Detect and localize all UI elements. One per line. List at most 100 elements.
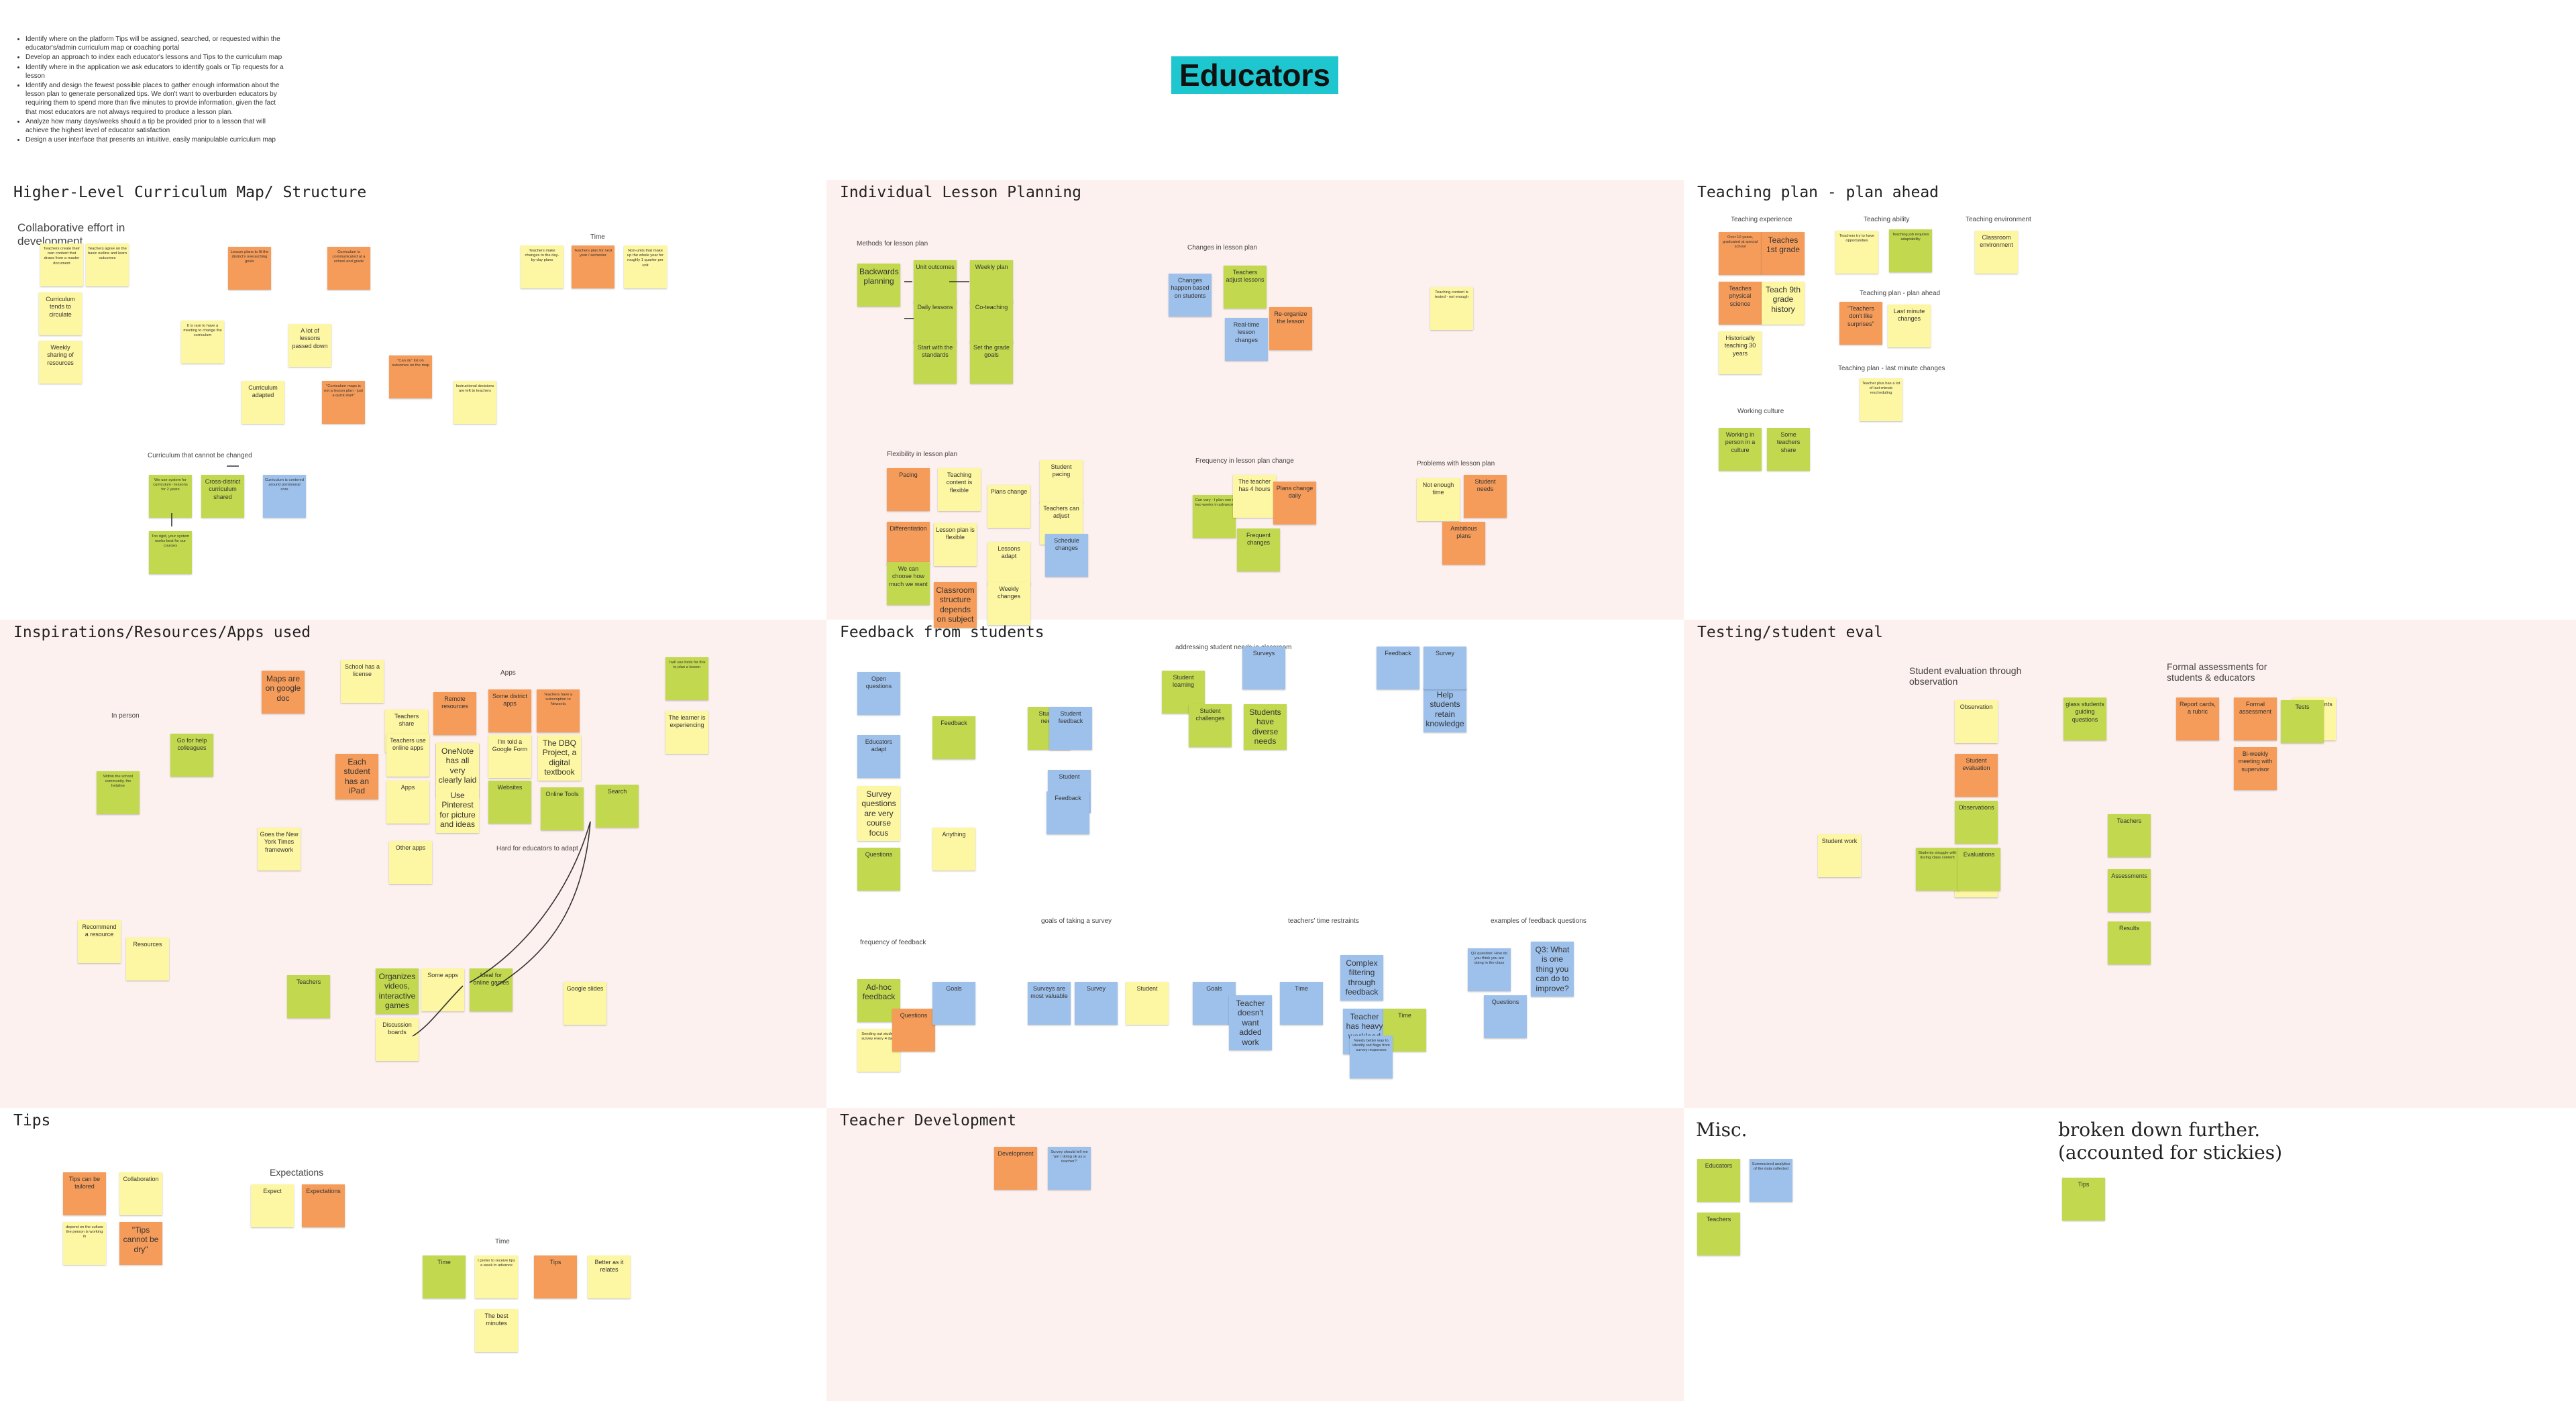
sticky-note[interactable]: Bi-weekly meeting with supervisor xyxy=(2234,747,2277,790)
sticky-note[interactable]: Classroom environment xyxy=(1975,231,2018,274)
sticky-note[interactable]: Re-organize the lesson xyxy=(1269,307,1312,350)
sticky-note[interactable]: Curriculum is centered around provisiona… xyxy=(263,475,306,518)
cluster-label[interactable]: Frequency in lesson plan change xyxy=(1195,457,1294,465)
sticky-note[interactable]: Online Tools xyxy=(541,787,584,830)
sticky-note[interactable]: Over 10 years, graduated at special scho… xyxy=(1719,232,1762,275)
sticky-note[interactable]: Teaches 1st grade xyxy=(1762,232,1805,275)
sticky-note[interactable]: Teachers have a subscription to Newsela xyxy=(537,689,580,732)
sticky-note[interactable]: Set the grade goals xyxy=(970,341,1013,384)
sticky-note[interactable]: Survey xyxy=(1424,647,1466,689)
sticky-note[interactable]: Organizes videos, interactive games xyxy=(376,968,419,1014)
sticky-note[interactable]: Questions xyxy=(1484,995,1527,1038)
sticky-note[interactable]: Formal assessment xyxy=(2234,697,2277,740)
sticky-note[interactable]: Student evaluation xyxy=(1955,754,1998,797)
sticky-note[interactable]: Each student has an iPad xyxy=(335,754,378,799)
sticky-note[interactable]: Lessons adapt xyxy=(987,542,1030,585)
sticky-note[interactable]: Student needs xyxy=(1464,475,1507,518)
sticky-note[interactable]: Some teachers share xyxy=(1767,428,1810,471)
sticky-note[interactable]: I will use tools for this to plan a less… xyxy=(665,657,708,700)
sticky-note[interactable]: Tips xyxy=(2062,1178,2105,1221)
sticky-note[interactable]: Teaching job requires adaptability xyxy=(1889,229,1932,272)
sticky-note[interactable]: Curriculum is communicated at a school a… xyxy=(327,247,370,290)
sticky-note[interactable]: Ideal for online games xyxy=(470,968,513,1011)
cluster-label[interactable]: addressing student needs in classroom xyxy=(1175,644,1292,651)
sticky-note[interactable]: Some district apps xyxy=(488,689,531,732)
section-testing-student-eval[interactable]: Testing/student eval Student evaluation … xyxy=(1684,620,2576,1108)
sticky-note[interactable]: The learner is experiencing xyxy=(665,711,708,754)
cluster-label[interactable]: Student evaluation through observation xyxy=(1909,665,2022,687)
sticky-note[interactable]: Last minute changes xyxy=(1888,304,1931,347)
sticky-note[interactable]: depend on the culture the person is work… xyxy=(63,1222,106,1265)
cluster-label[interactable]: Time xyxy=(590,233,605,241)
sticky-note[interactable]: Time xyxy=(423,1255,466,1298)
cluster-label[interactable]: Teaching plan - last minute changes xyxy=(1838,365,1945,372)
sticky-note[interactable]: Frequent changes xyxy=(1237,528,1280,571)
section-individual-lesson-planning[interactable]: Individual Lesson Planning Methods for l… xyxy=(826,180,1684,628)
sticky-note[interactable]: Feedback xyxy=(932,716,975,759)
sticky-note[interactable]: Too rigid, your system works best for ou… xyxy=(149,531,192,574)
sticky-note[interactable]: Some apps xyxy=(421,968,464,1011)
sticky-note[interactable]: Differentiation xyxy=(887,522,930,565)
sticky-note[interactable]: Real-time lesson changes xyxy=(1225,318,1268,361)
cluster-label[interactable]: Teaching ability xyxy=(1864,216,1910,223)
sticky-note[interactable]: Student xyxy=(1126,982,1169,1025)
sticky-note[interactable]: Teachers agree on the basic outline and … xyxy=(86,243,129,286)
cluster-label[interactable]: Changes in lesson plan xyxy=(1187,244,1257,251)
cluster-label[interactable]: Hard for educators to adapt xyxy=(496,845,578,852)
sticky-note[interactable]: "Curriculum maps is not a lesson plan - … xyxy=(322,381,365,424)
board-title[interactable]: Educators xyxy=(1171,56,1338,94)
sticky-note[interactable]: Can vary - I plan one / two weeks in adv… xyxy=(1193,495,1236,538)
sticky-note[interactable]: I prefer to receive tips a week in advan… xyxy=(475,1255,518,1298)
sticky-note[interactable]: The DBQ Project, a digital textbook xyxy=(538,735,581,781)
sticky-note[interactable]: Teachers xyxy=(2108,814,2151,857)
sticky-note[interactable]: Teach 9th grade history xyxy=(1762,282,1805,325)
sticky-note[interactable]: Observation xyxy=(1955,700,1998,743)
sticky-note[interactable]: Educators xyxy=(1697,1159,1740,1202)
sticky-note[interactable]: Discussion boards xyxy=(376,1018,419,1061)
sticky-note[interactable]: Needs better way to identify red flags f… xyxy=(1350,1035,1393,1078)
sticky-note[interactable]: Recommend a resource xyxy=(78,920,121,963)
sticky-note[interactable]: Summarized analytics of the data collect… xyxy=(1750,1159,1792,1202)
sticky-note[interactable]: Survey should tell me 'am I doing ok as … xyxy=(1048,1147,1091,1190)
sticky-note[interactable]: Google slides xyxy=(564,982,606,1025)
section-feedback-from-students[interactable]: Feedback from students addressing studen… xyxy=(826,620,1684,1108)
sticky-note[interactable]: Assessments xyxy=(2108,869,2151,912)
sticky-note[interactable]: Go for help colleagues xyxy=(170,734,213,777)
sticky-note[interactable]: Surveys are most valuable xyxy=(1028,982,1071,1025)
sticky-note[interactable]: Backwards planning xyxy=(857,264,900,306)
cluster-label[interactable]: Expectations xyxy=(270,1167,324,1178)
sticky-note[interactable]: Teacher doesn't want added work xyxy=(1229,995,1272,1050)
sticky-note[interactable]: Help students retain knowledge xyxy=(1424,687,1466,732)
sticky-note[interactable]: Goes the New York Times framework xyxy=(258,828,301,871)
sticky-note[interactable]: Plans change xyxy=(987,485,1030,528)
sticky-note[interactable]: Student pacing xyxy=(1040,460,1083,503)
sticky-note[interactable]: Lesson plans to fit the district's overa… xyxy=(228,247,271,290)
sticky-note[interactable]: Co-teaching xyxy=(970,300,1013,343)
sticky-note[interactable]: Expect xyxy=(251,1184,294,1227)
sticky-note[interactable]: Tests xyxy=(2281,700,2324,743)
sticky-note[interactable]: "Teachers don't like surprises" xyxy=(1839,302,1882,345)
sticky-note[interactable]: Better as it relates xyxy=(588,1255,631,1298)
cluster-label[interactable]: Teaching environment xyxy=(1966,216,2031,223)
cluster-label[interactable]: Time xyxy=(495,1238,510,1245)
sticky-note[interactable]: Plans change daily xyxy=(1273,482,1316,524)
sticky-note[interactable]: Weekly sharing of resources xyxy=(39,341,82,384)
sticky-note[interactable]: I'm told a Google Form xyxy=(488,735,531,778)
sticky-note[interactable]: Classroom structure depends on subject xyxy=(934,582,977,628)
section-teaching-plan[interactable]: Teaching plan - plan ahead Teaching expe… xyxy=(1684,180,2576,620)
sticky-note[interactable]: Student work xyxy=(1818,834,1861,877)
cluster-label[interactable]: frequency of feedback xyxy=(860,939,926,946)
sticky-note[interactable]: Students struggle with during class cont… xyxy=(1916,848,1959,891)
sticky-note[interactable]: Open questions xyxy=(857,672,900,715)
sticky-note[interactable]: Use Pinterest for picture and ideas xyxy=(436,787,479,833)
sticky-note[interactable]: Collaboration xyxy=(119,1172,162,1215)
sticky-note[interactable]: Teachers use online apps xyxy=(386,734,429,777)
sticky-note[interactable]: Weekly plan xyxy=(970,260,1013,303)
sticky-note[interactable]: Teachers adjust lessons xyxy=(1224,266,1267,309)
sticky-note[interactable]: "Tips cannot be dry" xyxy=(119,1222,162,1265)
section-tips[interactable]: Tips Expectations Time Tips can be tailore… xyxy=(0,1108,826,1401)
sticky-note[interactable]: Goals xyxy=(932,982,975,1025)
sticky-note[interactable]: Tips xyxy=(534,1255,577,1298)
sticky-note[interactable]: School has a license xyxy=(341,660,384,703)
sticky-note[interactable]: Historically teaching 30 years xyxy=(1719,331,1762,374)
